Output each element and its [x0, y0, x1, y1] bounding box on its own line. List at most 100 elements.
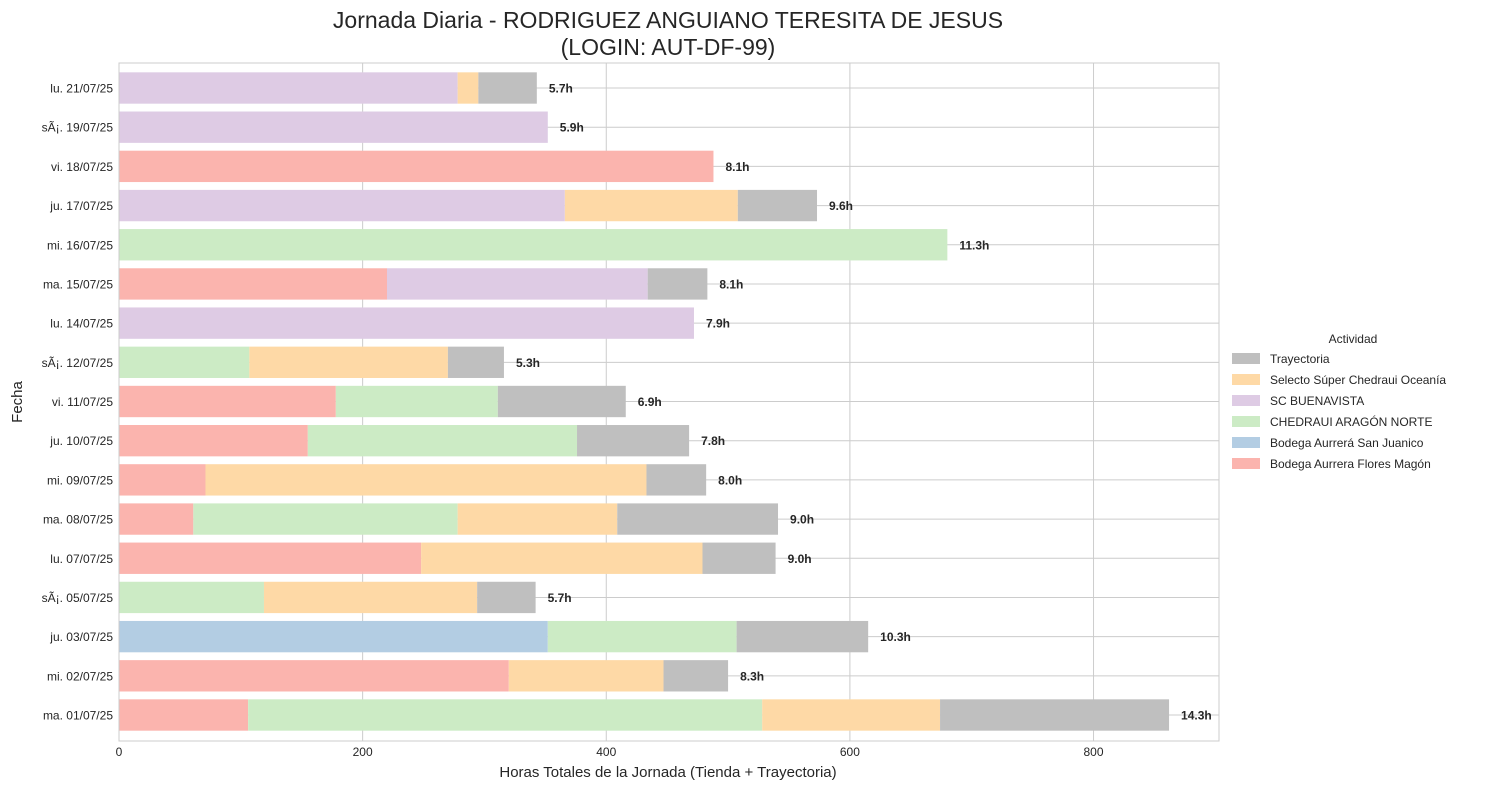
bar-segment	[119, 346, 250, 378]
bar-total-label: 9.0h	[790, 513, 814, 527]
bar-segment	[497, 385, 626, 418]
bar-segment	[248, 699, 763, 731]
bar-total-label: 9.0h	[788, 552, 812, 566]
bar-segment	[457, 503, 618, 535]
bar-segment	[617, 503, 779, 535]
y-tick-label: ma. 15/07/25	[43, 277, 113, 291]
bar-total-label: 5.9h	[560, 121, 584, 135]
bar-segment	[702, 542, 776, 574]
bar-segment	[737, 189, 818, 222]
x-tick-label: 0	[116, 745, 123, 759]
bar-segment	[577, 425, 690, 457]
x-tick-label: 800	[1084, 745, 1104, 759]
bar-segment	[119, 660, 509, 692]
legend-title: Actividad	[1329, 332, 1378, 346]
bar-segment	[193, 503, 458, 535]
bar-total-label: 8.0h	[718, 473, 742, 487]
bar-total-label: 9.6h	[829, 199, 853, 213]
y-tick-label: ma. 01/07/25	[43, 709, 113, 723]
bar-segment	[547, 620, 737, 653]
y-tick-label: lu. 21/07/25	[50, 82, 113, 96]
bar-total-label: 7.9h	[706, 317, 730, 331]
legend-entry-label: CHEDRAUI ARAGÓN NORTE	[1270, 414, 1432, 429]
bar-total-label: 8.1h	[725, 160, 749, 174]
bar-segment	[119, 620, 548, 653]
legend-swatch	[1232, 395, 1260, 406]
y-tick-label: vi. 18/07/25	[51, 160, 113, 174]
bar-total-label: 5.7h	[548, 591, 572, 605]
bar-segment	[663, 660, 729, 692]
y-tick-label: ju. 03/07/25	[49, 630, 113, 644]
y-tick-label: mi. 09/07/25	[47, 473, 113, 487]
legend-swatch	[1232, 353, 1260, 364]
y-axis-ticks: lu. 21/07/25 sÃ¡. 19/07/25 vi. 18/07/25 ju.…	[42, 82, 114, 723]
bar-segment	[508, 660, 664, 692]
bar-segment	[940, 699, 1170, 731]
bar-segment	[119, 699, 249, 731]
bar-total-labels: 5.7h 5.9h 8.1h 9.6h 11.3h 8.1h 7.9h 5.3h 6.9h 7.8…	[516, 82, 1212, 723]
bar-segment	[119, 581, 264, 614]
bar-segment	[736, 620, 869, 653]
bar-segment	[119, 503, 194, 535]
y-tick-label: lu. 07/07/25	[50, 552, 113, 566]
y-tick-label: lu. 14/07/25	[50, 317, 113, 331]
bar-segment	[478, 72, 537, 104]
legend-swatch	[1232, 437, 1260, 448]
bar-total-label: 7.8h	[701, 434, 725, 448]
bar-segment	[119, 307, 694, 339]
bar-segment	[386, 268, 648, 300]
bar-segment	[307, 425, 578, 457]
y-tick-label: ma. 08/07/25	[43, 513, 113, 527]
x-axis-label: Horas Totales de la Jornada (Tienda + Tr…	[499, 764, 836, 781]
y-tick-label: mi. 02/07/25	[47, 669, 113, 683]
y-tick-label: sÃ¡. 12/07/25	[42, 356, 114, 370]
chart-title-line-1: Jornada Diaria - RODRIGUEZ ANGUIANO TERE…	[333, 7, 1003, 33]
y-tick-label: mi. 16/07/25	[47, 238, 113, 252]
bar-segment	[119, 464, 206, 496]
legend-entry-label: Bodega Aurrera Flores Magón	[1270, 457, 1431, 471]
bar-total-label: 14.3h	[1181, 709, 1212, 723]
y-tick-label: sÃ¡. 05/07/25	[42, 591, 114, 605]
bar-segment	[447, 346, 504, 378]
bar-segment	[335, 385, 498, 418]
bar-segment	[249, 346, 448, 378]
bar-segment	[762, 699, 941, 731]
y-axis-label: Fecha	[9, 381, 26, 423]
bar-segment	[646, 464, 707, 496]
bar-total-label: 5.7h	[549, 82, 573, 96]
bar-segment	[119, 425, 308, 457]
legend-swatch	[1232, 458, 1260, 469]
bar-segment	[119, 542, 422, 574]
bar-segment	[119, 229, 948, 261]
bar-total-label: 11.3h	[959, 238, 989, 252]
bar-segment	[647, 268, 708, 300]
legend-entries: Trayectoria Selecto Súper Chedraui Oceaní…	[1232, 352, 1446, 471]
legend-swatch	[1232, 374, 1260, 385]
bar-segment	[205, 464, 647, 496]
bar-total-label: 6.9h	[638, 395, 662, 409]
bar-total-label: 5.3h	[516, 356, 540, 370]
bar-segment	[119, 150, 714, 183]
bar-total-label: 10.3h	[880, 630, 911, 644]
legend-entry-label: SC BUENAVISTA	[1270, 394, 1364, 408]
bar-segment	[421, 542, 703, 574]
legend-swatch	[1232, 416, 1260, 427]
legend-entry-label: Selecto Súper Chedraui Oceanía	[1270, 373, 1446, 387]
bar-segment	[119, 268, 387, 300]
chart-title-line-2: (LOGIN: AUT-DF-99)	[561, 34, 776, 60]
plot-frame	[118, 62, 1220, 742]
x-tick-label: 200	[353, 745, 373, 759]
x-tick-label: 600	[840, 745, 860, 759]
bar-segment	[263, 581, 478, 614]
bar-segment	[119, 189, 565, 222]
legend: Actividad Trayectoria Selecto Súper Chedr…	[1232, 332, 1446, 471]
bars	[119, 72, 1170, 731]
y-tick-label: ju. 17/07/25	[49, 199, 113, 213]
bar-segment	[564, 189, 738, 222]
bar-segment	[477, 581, 536, 614]
y-tick-label: vi. 11/07/25	[52, 395, 113, 409]
x-tick-label: 400	[596, 745, 616, 759]
bar-segment	[119, 385, 336, 418]
bar-segment	[119, 111, 548, 143]
